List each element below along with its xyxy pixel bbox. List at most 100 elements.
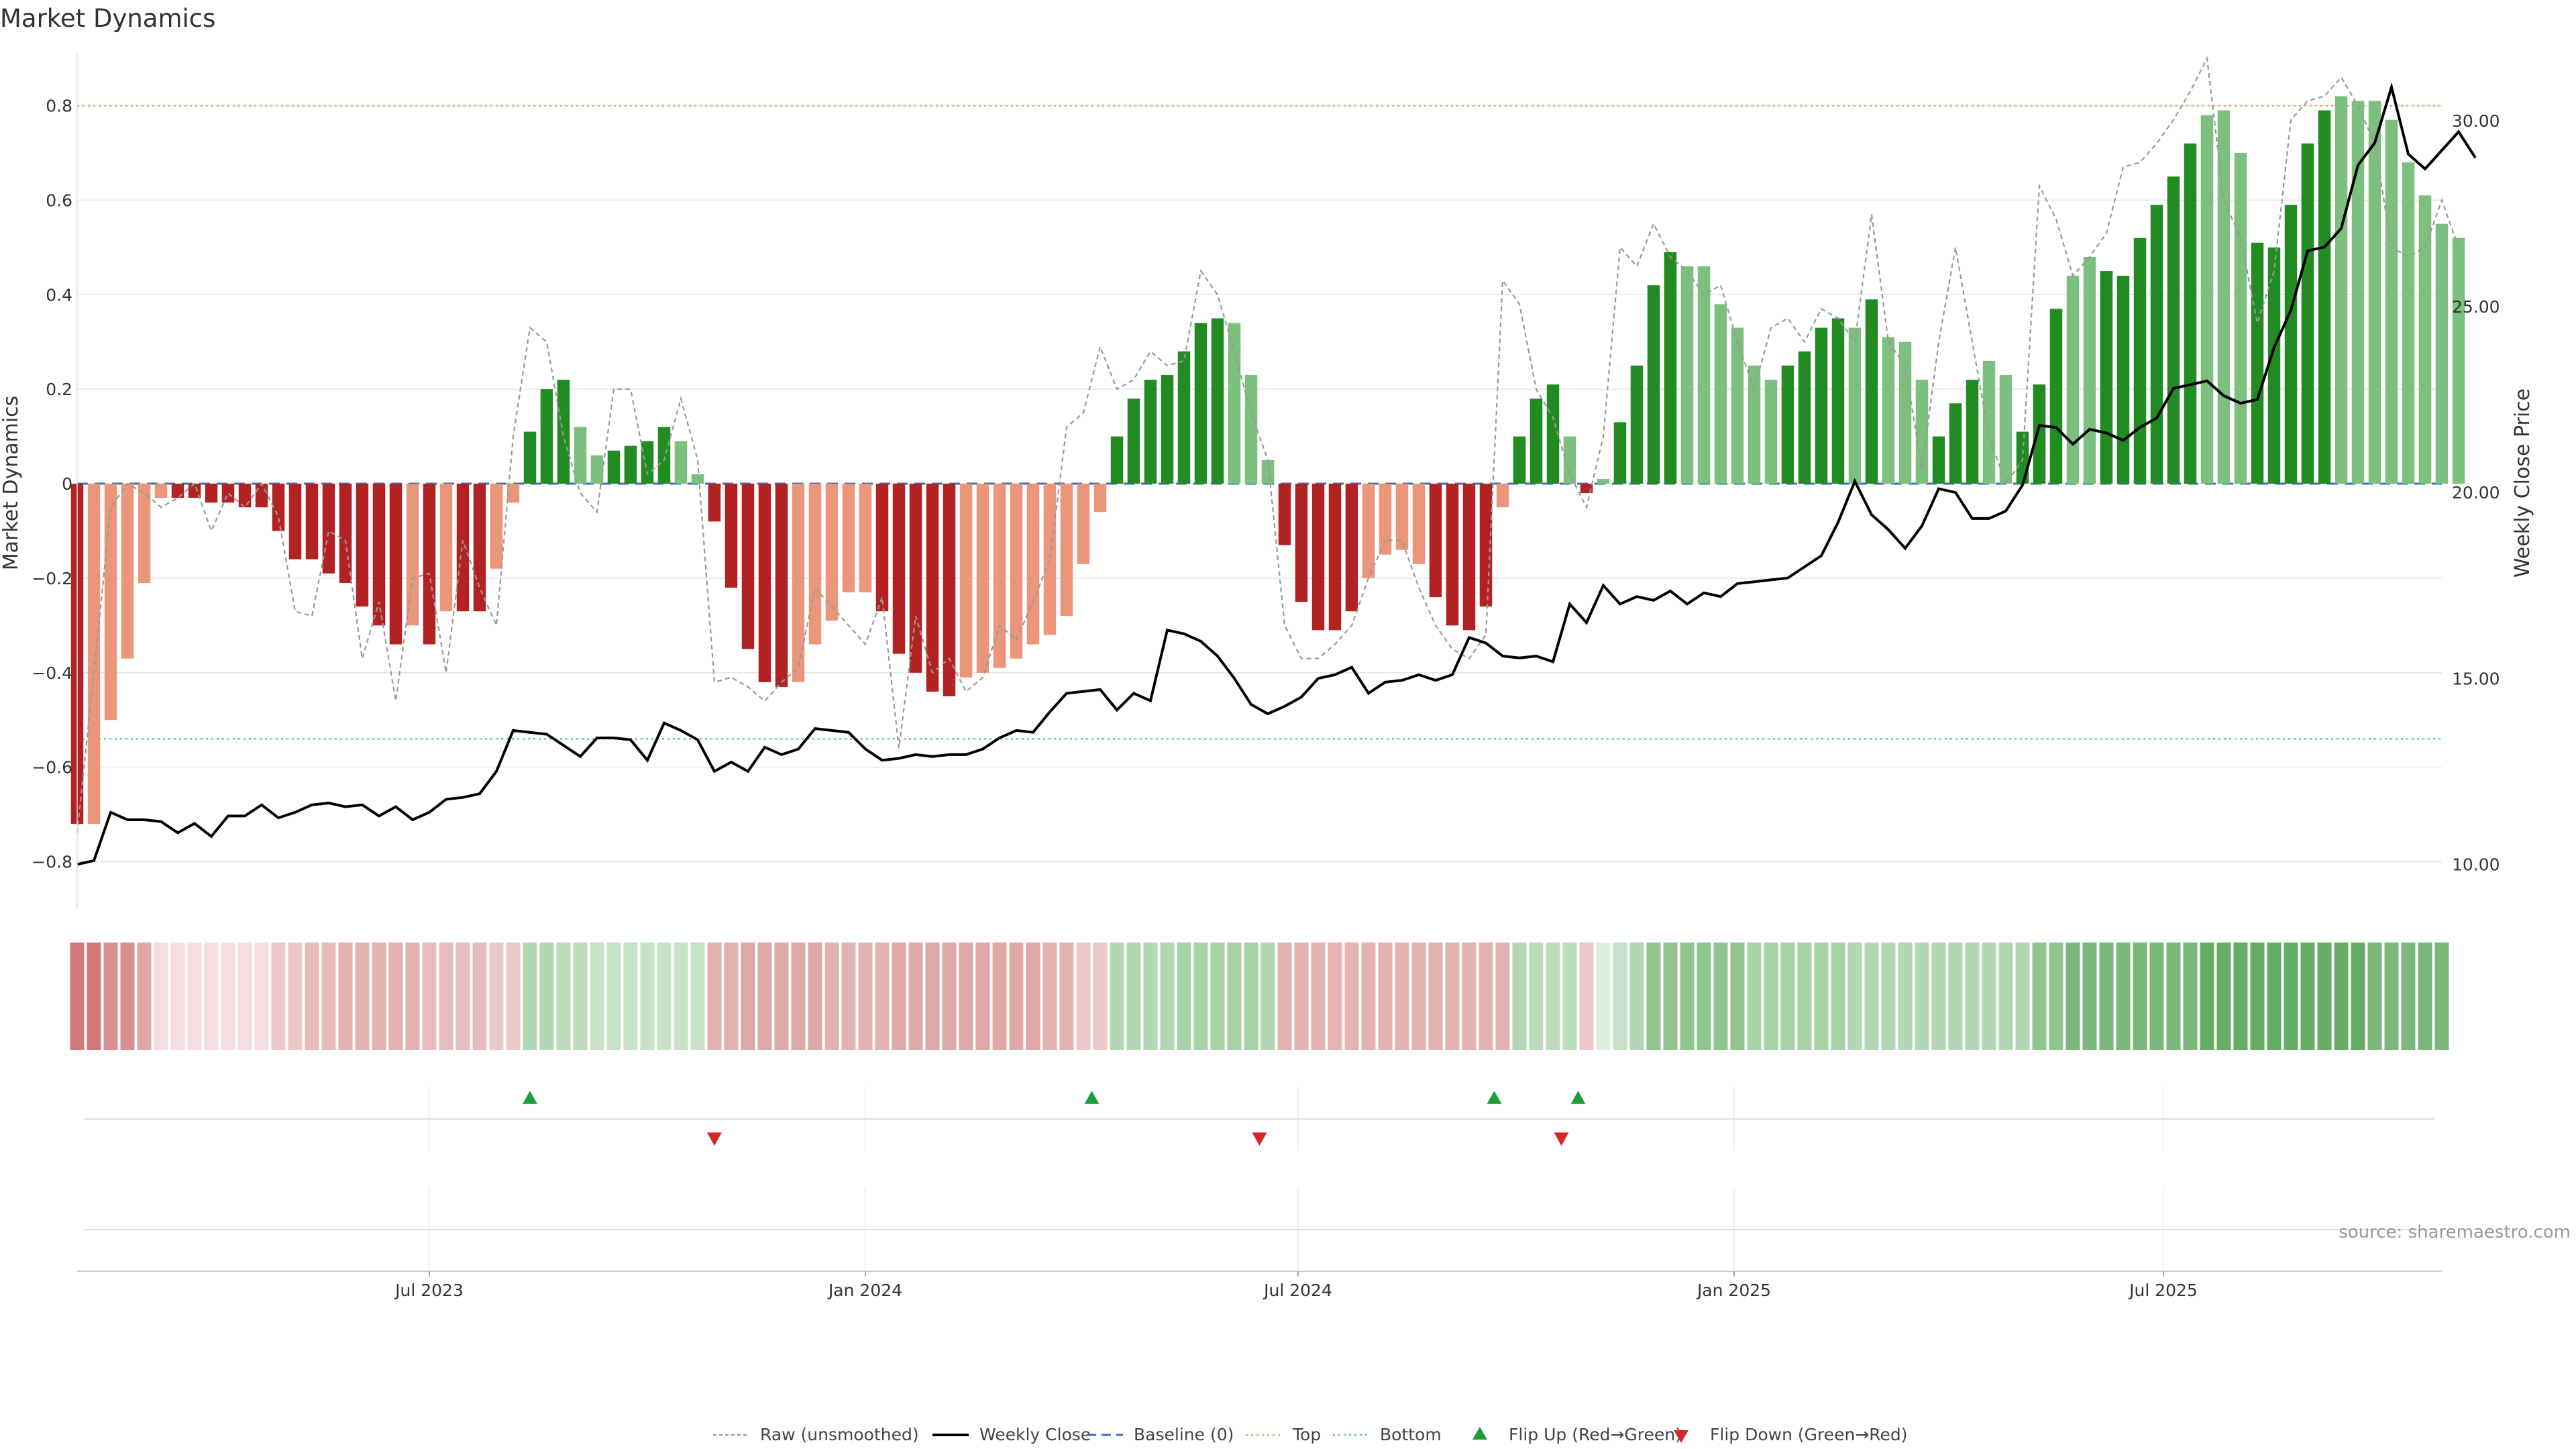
heat-cell: [1378, 943, 1393, 1050]
dynamics-bar: [926, 484, 939, 692]
heat-cell: [2300, 943, 2315, 1050]
dynamics-bar: [2251, 242, 2264, 484]
flip-down-marker: [1554, 1132, 1569, 1146]
dynamics-bar: [2133, 237, 2147, 484]
heat-cell: [1562, 943, 1577, 1050]
heat-cell: [2015, 943, 2030, 1050]
heat-cell: [187, 943, 202, 1050]
dynamics-bar: [1479, 484, 1493, 607]
dynamics-bar: [708, 484, 721, 522]
heat-cell: [1244, 943, 1258, 1050]
dynamics-bar: [1781, 365, 1794, 484]
right-tick-label: 10.00: [2452, 855, 2500, 874]
heat-cell: [2183, 943, 2198, 1050]
dynamics-bar: [1010, 484, 1023, 659]
flip-up-marker: [1487, 1091, 1502, 1104]
dynamics-bar: [456, 484, 470, 612]
dynamics-bar: [1647, 285, 1660, 484]
heat-cell: [2032, 943, 2047, 1050]
left-tick-label: 0: [62, 474, 72, 494]
heat-cell: [2099, 943, 2114, 1050]
heat-cell: [2250, 943, 2265, 1050]
dynamics-bar: [1110, 436, 1124, 484]
heat-cell: [841, 943, 856, 1050]
heat-cell: [254, 943, 269, 1050]
heat-cell: [1680, 943, 1695, 1050]
legend-label: Raw (unsmoothed): [760, 1425, 919, 1444]
dynamics-bar: [1513, 436, 1526, 484]
heat-cell: [1076, 943, 1091, 1050]
heat-cell: [1411, 943, 1426, 1050]
dynamics-bar: [406, 484, 419, 626]
dynamics-bar: [641, 441, 654, 484]
dynamics-bar: [272, 484, 285, 531]
dynamics-bar: [2150, 205, 2163, 484]
dynamics-bar: [1462, 484, 1476, 631]
dynamics-bar: [1228, 323, 1241, 484]
heat-cell: [1260, 943, 1275, 1050]
dynamics-bar: [1379, 484, 1392, 555]
dynamics-bar: [574, 427, 587, 484]
heat-cell: [2116, 943, 2131, 1050]
dynamics-bar: [758, 484, 771, 682]
heat-cell: [808, 943, 822, 1050]
heat-cell: [573, 943, 588, 1050]
right-axis: 30.00 25.00 20.00 15.00 10.00: [2452, 111, 2500, 875]
heat-cell: [506, 943, 521, 1050]
dynamics-bar: [2200, 115, 2214, 484]
weekly-close-line: [76, 82, 2477, 866]
x-tick-label: Jul 2024: [1263, 1281, 1332, 1300]
heat-cell: [338, 943, 353, 1050]
dynamics-bar: [1093, 484, 1107, 513]
dynamics-bar: [2049, 309, 2063, 484]
heat-cell: [1177, 943, 1191, 1050]
dynamics-bar: [540, 389, 553, 484]
dynamics-bar: [1915, 380, 1929, 484]
right-tick-label: 30.00: [2452, 111, 2500, 131]
flip-up-marker: [523, 1091, 537, 1104]
heat-cell: [1780, 943, 1795, 1050]
dynamics-bar: [557, 380, 570, 484]
dynamics-bar: [1161, 375, 1174, 484]
heat-cell: [2133, 943, 2147, 1050]
heat-cell: [523, 943, 537, 1050]
heat-cell: [2418, 943, 2432, 1050]
left-tick-label: −0.2: [32, 569, 72, 588]
heat-cell: [2049, 943, 2063, 1050]
left-tick-label: 0.4: [46, 285, 72, 305]
dynamics-bar: [943, 484, 956, 697]
dynamics-bar: [1882, 337, 1895, 484]
dynamics-bar: [1395, 484, 1409, 550]
heat-cell: [1797, 943, 1812, 1050]
heat-cell: [606, 943, 621, 1050]
dynamics-bar: [2385, 119, 2398, 484]
dynamics-bar: [2033, 384, 2046, 484]
heat-cell: [590, 943, 604, 1050]
heat-cell: [2233, 943, 2248, 1050]
heat-cell: [154, 943, 168, 1050]
dynamics-bar: [624, 445, 637, 484]
heat-cell: [1193, 943, 1208, 1050]
dynamics-bar: [959, 484, 973, 678]
dynamics-bar: [121, 484, 134, 659]
dynamics-bar: [674, 441, 688, 484]
dynamics-bar: [1932, 436, 1945, 484]
dynamics-bar: [1630, 365, 1644, 484]
heat-cell: [975, 943, 990, 1050]
dynamics-bar: [490, 484, 503, 569]
heat-cell: [925, 943, 940, 1050]
dynamics-bar: [154, 484, 168, 498]
dynamics-bar: [1496, 484, 1509, 508]
heat-cell: [640, 943, 655, 1050]
heat-cell: [2149, 943, 2164, 1050]
heat-cell: [1160, 943, 1175, 1050]
dynamics-bar: [1127, 398, 1140, 484]
heat-cell: [1948, 943, 1963, 1050]
left-axis: 0.8 0.6 0.4 0.2 0 −0.2 −0.4 −0.6 −0.8: [32, 54, 78, 909]
dynamics-bar: [1815, 327, 1828, 484]
heat-cell: [858, 943, 873, 1050]
dynamics-bar: [2083, 256, 2096, 484]
heat-cell: [824, 943, 839, 1050]
dynamics-bar: [1060, 484, 1073, 616]
dynamics-bar: [976, 484, 989, 673]
